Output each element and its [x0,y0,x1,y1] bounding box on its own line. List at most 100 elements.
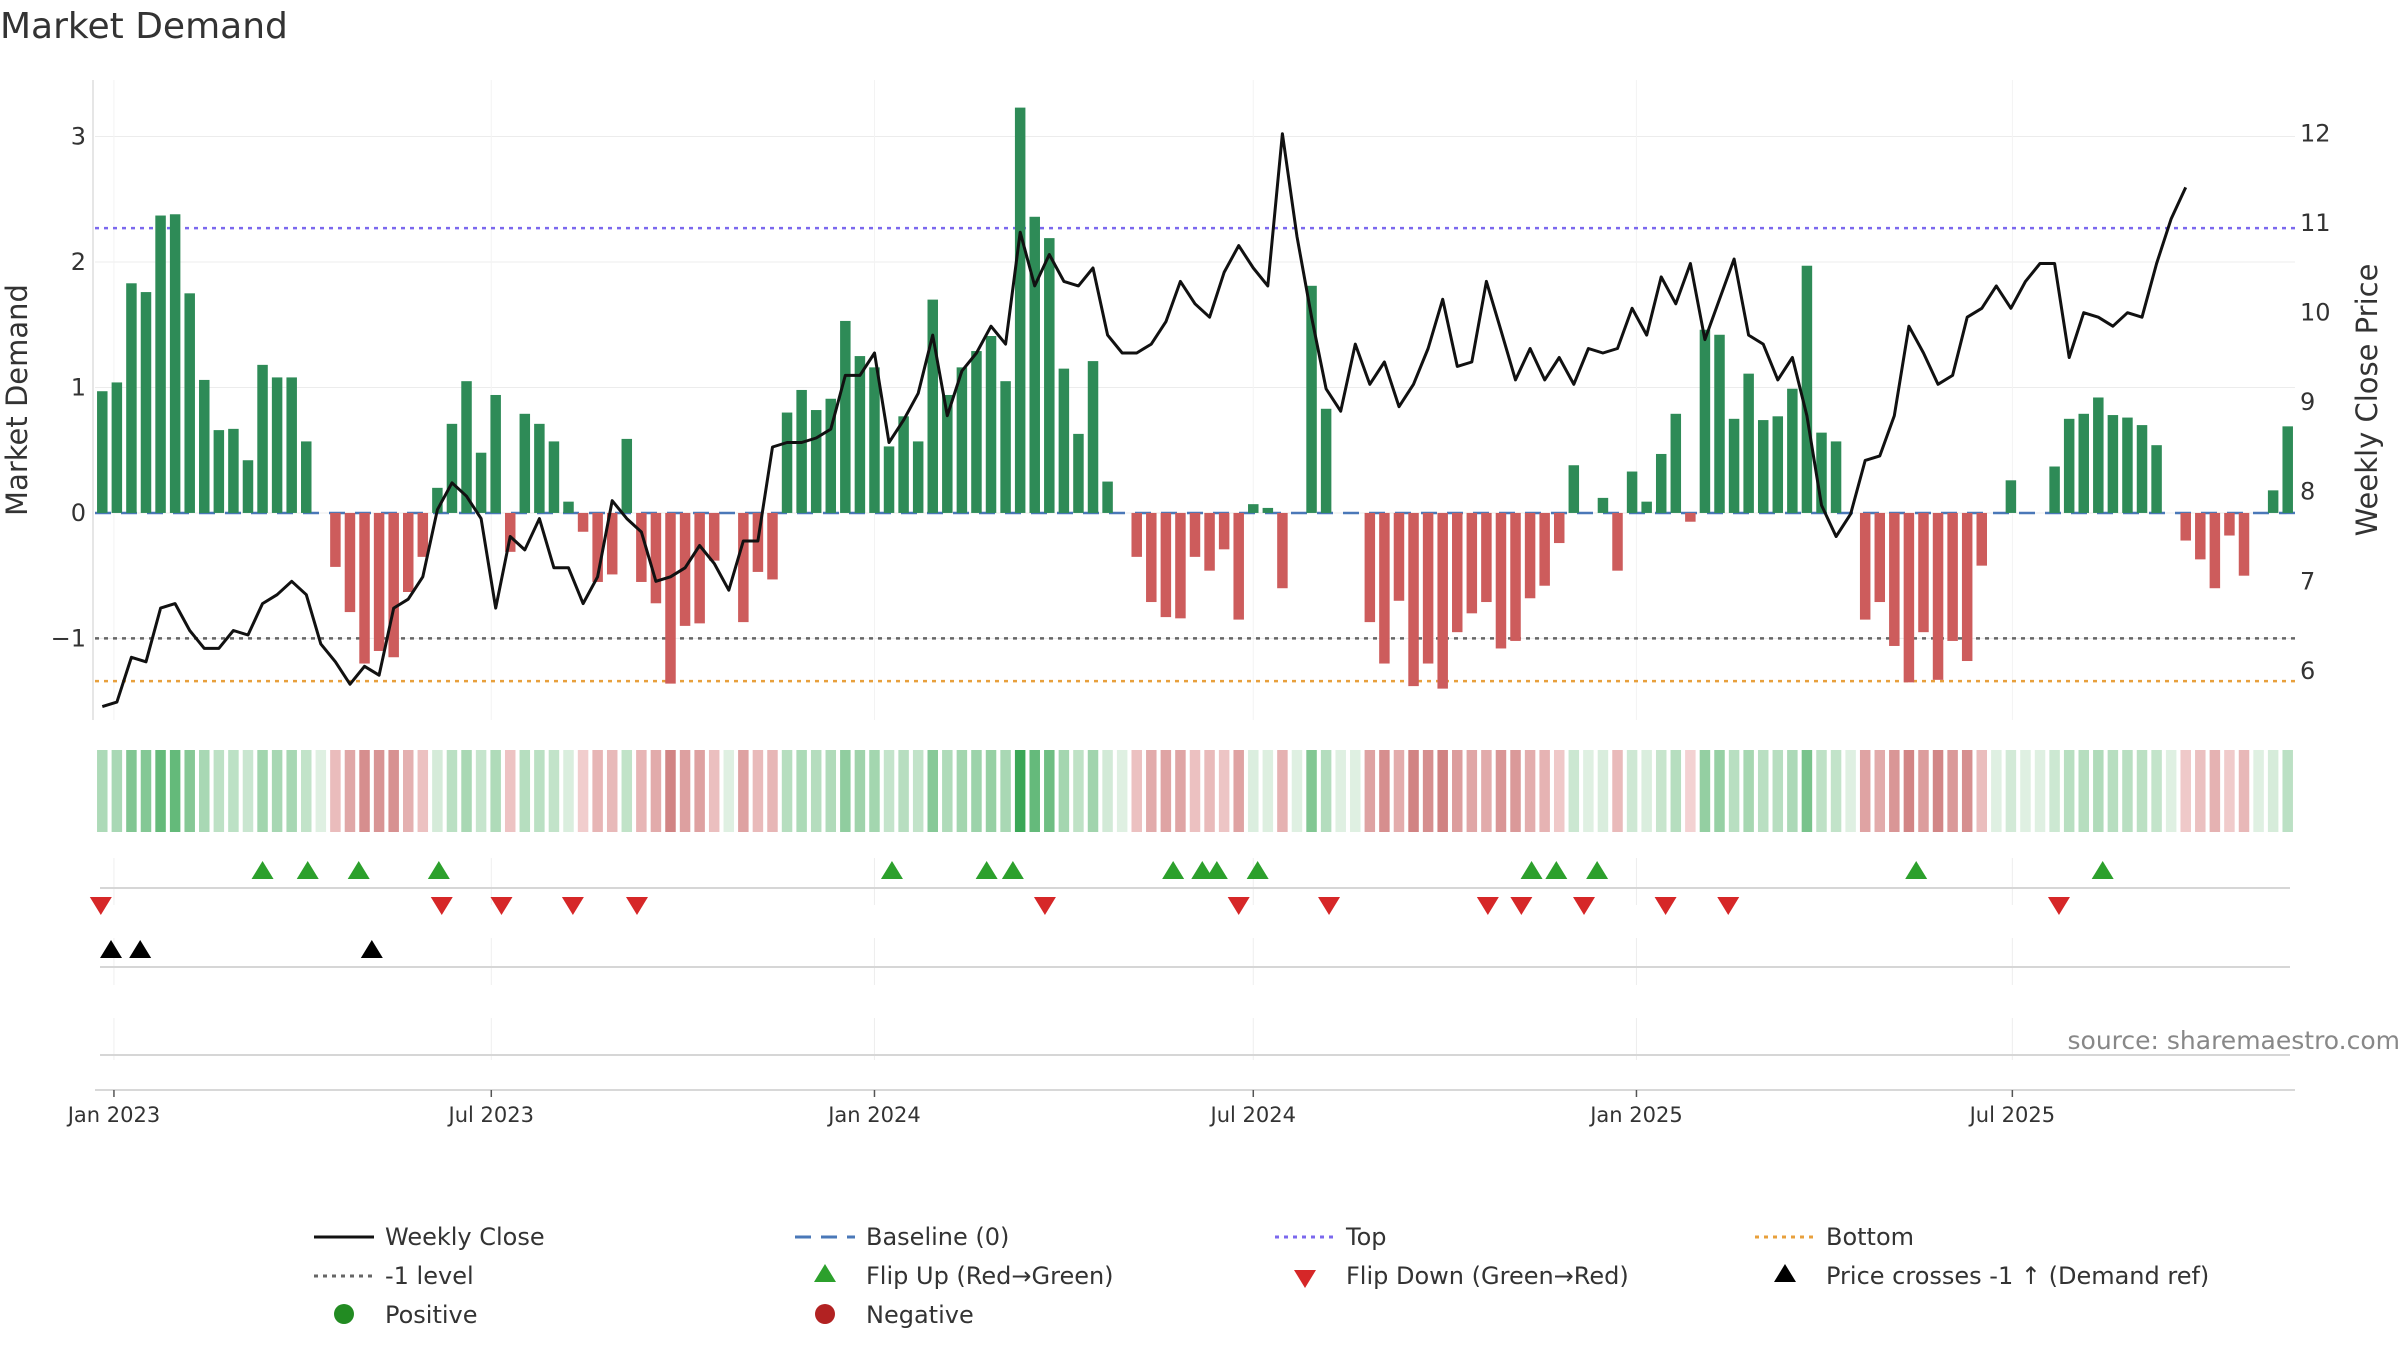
flip-down-marker [1033,897,1056,915]
demand-bar [1364,512,1376,623]
x-tick-label: Jan 2024 [826,1103,921,1127]
heat-cell [2151,750,2162,832]
demand-bar [912,441,924,513]
heat-cell [475,750,487,832]
legend-positive: Positive [334,1301,478,1329]
legend-baseline-label: Baseline (0) [866,1223,1009,1251]
demand-bar [1306,285,1317,513]
heat-cell [2136,750,2148,832]
price-cross-marker [129,940,152,958]
demand-bar [1597,497,1609,513]
flip-down-marker [1318,897,1341,915]
flip-down-marker [625,897,648,915]
flip-down-marker [1476,897,1499,915]
flip-markers-panel [89,858,2290,915]
legend-positive-label: Positive [385,1301,478,1329]
legend: Weekly Close Baseline (0) Top Bottom -1 … [314,1223,2209,1329]
heat-cell [1437,750,1448,832]
demand-bar [126,283,137,513]
weekly-close-line [101,132,2188,709]
heat-cell [2282,750,2293,832]
demand-bar [155,215,166,513]
flip-down-marker [1510,897,1533,915]
heat-cell [854,750,866,832]
heat-cell [1189,750,1201,832]
heat-cell [504,750,516,832]
heat-cell [1131,750,1142,832]
demand-bar [1641,501,1652,513]
heat-cell [1539,750,1550,832]
demand-bar [956,367,968,513]
heat-cell [301,750,312,832]
demand-bar [1859,512,1871,620]
y2-tick-label: 9 [2300,388,2315,416]
demand-bar [1932,512,1944,680]
legend-price-cross-icon [1774,1264,1796,1282]
demand-bar [2180,512,2191,541]
flip-down-marker [430,897,453,915]
demand-bar [781,412,793,513]
heat-cell [403,750,414,832]
y-tick-label: 1 [71,373,86,401]
demand-bar [738,512,749,623]
demand-bar [213,430,225,513]
heat-cell [315,750,327,832]
demand-bar [1146,512,1157,603]
demand-bar [490,394,501,513]
demand-bar [184,293,195,513]
heat-cell [1116,750,1128,832]
heat-cell [694,750,705,832]
heat-cell [1175,750,1186,832]
demand-bar [359,512,370,664]
demand-bar [1947,512,1958,641]
demand-bar [840,320,851,513]
heat-cell [1524,750,1536,832]
heat-cell [271,750,283,832]
demand-bar [2136,425,2148,513]
demand-bar [1830,441,1842,513]
heat-cell [1772,750,1784,832]
heat-cell [373,750,385,832]
flip-up-marker [251,861,274,879]
legend-top: Top [1275,1223,1387,1251]
demand-bar [606,512,618,575]
price-cross-marker [100,940,123,958]
heat-cell [228,750,239,832]
heat-cell [1044,750,1055,832]
heat-cell [956,750,968,832]
flip-up-marker [1001,861,1024,879]
demand-bar [373,512,385,651]
heat-cell [2224,750,2235,832]
heat-cell [2267,750,2279,832]
flip-down-marker [1227,897,1250,915]
demand-bar [1976,512,1987,566]
price-cross-panel [100,938,2290,985]
demand-bar [301,441,312,513]
demand-bar [825,398,837,513]
legend-negative-label: Negative [866,1301,974,1329]
y2-tick-label: 10 [2300,299,2331,327]
heat-cell [184,750,195,832]
demand-bar [461,381,472,513]
heat-cell [1568,750,1580,832]
demand-bar [883,446,895,513]
flip-up-marker [880,861,903,879]
heat-cell [2209,750,2221,832]
demand-bar [1087,361,1099,513]
heat-cell [723,750,735,832]
demand-bar [475,452,487,513]
legend-baseline: Baseline (0) [795,1223,1009,1251]
y2-tick-label: 8 [2300,478,2315,506]
demand-bar [708,512,720,561]
heat-cell [2020,750,2031,832]
empty-panel [100,1018,2290,1060]
heat-cell [636,750,647,832]
heat-cell [1976,750,1987,832]
heat-cell [592,750,603,832]
demand-bar [1874,512,1886,603]
demand-bar [1044,238,1055,513]
demand-bar [2063,418,2075,513]
x-tick-label: Jul 2025 [1968,1103,2055,1127]
heat-cell [1248,750,1259,832]
